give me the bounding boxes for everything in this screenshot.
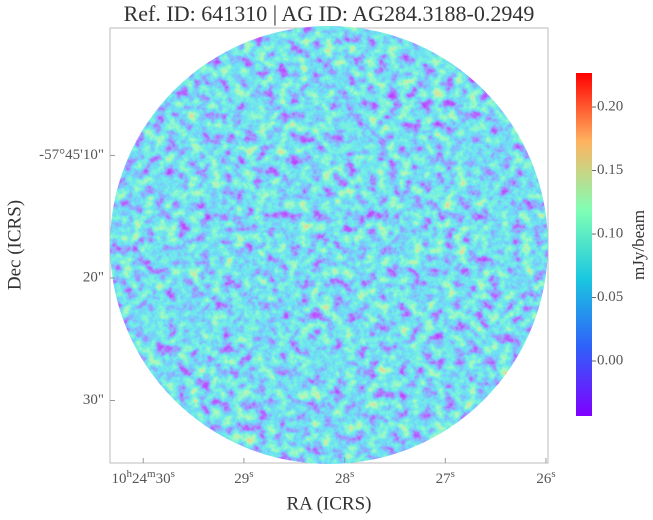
y-tick-label: 20" (83, 269, 104, 285)
y-tick-label: 30" (83, 392, 104, 408)
colorbar-tick-label: 0.05 (597, 289, 623, 305)
x-axis-label: RA (ICRS) (287, 493, 372, 514)
x-tick-label: 10h24m30s (112, 468, 175, 488)
colorbar-tick-label: 0.20 (597, 98, 623, 114)
x-tick-label: 28s (335, 468, 354, 488)
x-tick-label: 27s (436, 468, 455, 488)
colorbar (576, 73, 592, 416)
colorbar-tick-label: 0.00 (597, 352, 623, 368)
chart-title: Ref. ID: 641310 | AG ID: AG284.3188-0.29… (124, 1, 535, 26)
x-tick-label: 26s (536, 468, 555, 488)
image (110, 26, 548, 464)
colorbar-tick-label: 0.10 (597, 225, 623, 241)
y-tick-label: -57°45'10" (39, 147, 104, 163)
colorbar-tick-label: 0.15 (597, 162, 623, 178)
x-tick-label: 29s (234, 468, 253, 488)
colorbar-label: mJy/beam (629, 210, 648, 280)
y-axis-label: Dec (ICRS) (4, 200, 25, 290)
